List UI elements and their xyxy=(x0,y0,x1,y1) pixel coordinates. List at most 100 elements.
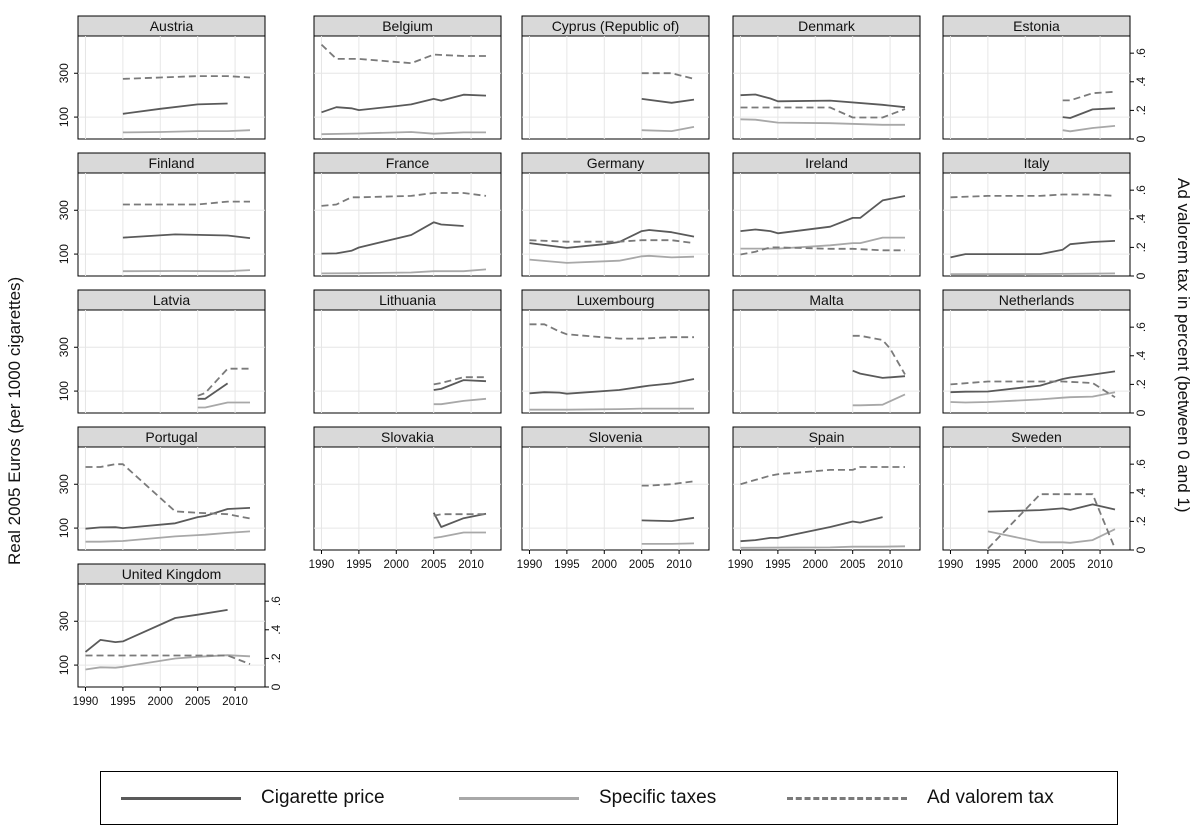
series-advalorem-line xyxy=(987,493,1116,550)
x-tick-label: 2010 xyxy=(222,696,248,708)
series-price-line xyxy=(641,98,695,104)
panel-title: Luxembourg xyxy=(577,292,655,308)
x-tick-label: 2005 xyxy=(185,696,211,708)
x-tick-label: 2010 xyxy=(1087,559,1113,571)
series-advalorem-line xyxy=(433,376,486,386)
y-right-tick-label: .4 xyxy=(1134,487,1148,497)
series-advalorem-line xyxy=(852,334,906,375)
panel-spain: Spain 1990 1995 2000 2005 2010 xyxy=(728,426,921,571)
plot-area xyxy=(732,446,921,551)
series-advalorem-line xyxy=(641,72,695,80)
plot-area xyxy=(77,35,266,140)
y-right-tick-label: .4 xyxy=(269,624,283,634)
series-specific-line xyxy=(197,401,250,409)
x-tick-label: 2010 xyxy=(666,559,692,571)
y-left-tick-label: 100 xyxy=(57,107,71,127)
panel-title: Germany xyxy=(587,155,645,171)
panel-title: Estonia xyxy=(1013,18,1060,34)
panel-latvia: Latvia 100 300 xyxy=(57,289,266,414)
series-price-line xyxy=(85,507,251,530)
series-price-line xyxy=(197,382,229,400)
panel-title: Netherlands xyxy=(999,292,1075,308)
panel-finland: Finland 100 300 xyxy=(57,152,266,277)
plot-area xyxy=(942,172,1131,277)
y-right-tick-label: 0 xyxy=(1134,546,1148,553)
y-right-tick-label: .4 xyxy=(1134,213,1148,223)
series-specific-line xyxy=(740,118,905,126)
series-price-line xyxy=(1062,107,1116,119)
plot-area xyxy=(313,309,502,414)
panel-france: France xyxy=(313,152,502,277)
series-price-line xyxy=(987,503,1116,513)
series-price-line xyxy=(852,369,906,379)
y-right-tick-label: .2 xyxy=(1134,242,1148,252)
panel-title: Sweden xyxy=(1011,429,1062,445)
series-specific-line xyxy=(641,126,695,133)
x-tick-label: 1990 xyxy=(73,696,99,708)
y-right-tick-label: .2 xyxy=(1134,516,1148,526)
series-price-line xyxy=(529,378,695,395)
panel-title: France xyxy=(386,155,430,171)
panel-united-kingdom: United Kingdom 100 300 0 .2 .4 .6 1990 1995 2000 2… xyxy=(57,563,283,708)
series-advalorem-line xyxy=(122,75,251,80)
y-right-tick-label: .2 xyxy=(1134,379,1148,389)
plot-area xyxy=(942,309,1131,414)
series-price-line xyxy=(641,516,695,522)
series-price-line xyxy=(529,229,695,249)
plot-area xyxy=(77,309,266,414)
y-left-tick-label: 300 xyxy=(57,611,71,631)
x-tick-label: 2000 xyxy=(591,559,617,571)
series-price-line xyxy=(321,93,487,114)
plot-area xyxy=(521,309,710,414)
x-tick-label: 1990 xyxy=(728,559,754,571)
y-left-tick-label: 100 xyxy=(57,518,71,538)
panel-title: Lithuania xyxy=(379,292,436,308)
y-right-tick-label: .6 xyxy=(1134,322,1148,332)
series-advalorem-line xyxy=(641,480,695,487)
plot-area xyxy=(732,172,921,277)
series-price-line xyxy=(740,516,883,543)
series-price-line xyxy=(122,233,251,239)
series-specific-line xyxy=(321,131,486,136)
plot-area xyxy=(942,35,1131,140)
series-specific-line xyxy=(529,407,694,411)
x-tick-label: 2010 xyxy=(458,559,484,571)
x-tick-label: 1990 xyxy=(517,559,543,571)
panel-title: Italy xyxy=(1024,155,1050,171)
y-right-tick-label: .2 xyxy=(269,653,283,663)
series-advalorem-line xyxy=(740,106,906,119)
plot-area xyxy=(313,35,502,140)
panel-luxembourg: Luxembourg xyxy=(521,289,710,414)
series-price-line xyxy=(122,102,228,115)
x-tick-label: 2005 xyxy=(629,559,655,571)
x-tick-label: 2000 xyxy=(802,559,828,571)
plot-area xyxy=(77,583,266,688)
panel-title: Austria xyxy=(150,18,194,34)
legend-item-price: Cigarette price xyxy=(121,772,385,824)
series-advalorem-line xyxy=(950,193,1116,199)
panel-ireland: Ireland xyxy=(732,152,921,277)
x-tick-label: 2005 xyxy=(421,559,447,571)
legend-item-advalorem: Ad valorem tax xyxy=(787,772,1054,824)
plot-area xyxy=(521,172,710,277)
panel-title: Spain xyxy=(809,429,845,445)
series-specific-line xyxy=(740,236,905,250)
panel-denmark: Denmark xyxy=(732,15,921,140)
left-axis-title: Real 2005 Euros (per 1000 cigarettes) xyxy=(5,276,24,565)
y-left-tick-label: 300 xyxy=(57,63,71,83)
legend-label-specific: Specific taxes xyxy=(599,787,717,808)
series-price-line xyxy=(84,609,228,653)
y-right-tick-label: 0 xyxy=(269,683,283,690)
series-specific-line xyxy=(321,268,487,275)
panel-title: Denmark xyxy=(798,18,856,34)
right-axis-title: Ad valorem tax in percent (between 0 and… xyxy=(1174,178,1193,513)
series-advalorem-line xyxy=(321,192,487,207)
series-advalorem-line xyxy=(85,654,251,665)
panel-title: United Kingdom xyxy=(122,566,222,582)
x-tick-label: 1995 xyxy=(110,696,136,708)
series-specific-line xyxy=(122,269,251,273)
legend-swatch-specific xyxy=(459,796,579,800)
legend-swatch-advalorem xyxy=(787,796,907,800)
